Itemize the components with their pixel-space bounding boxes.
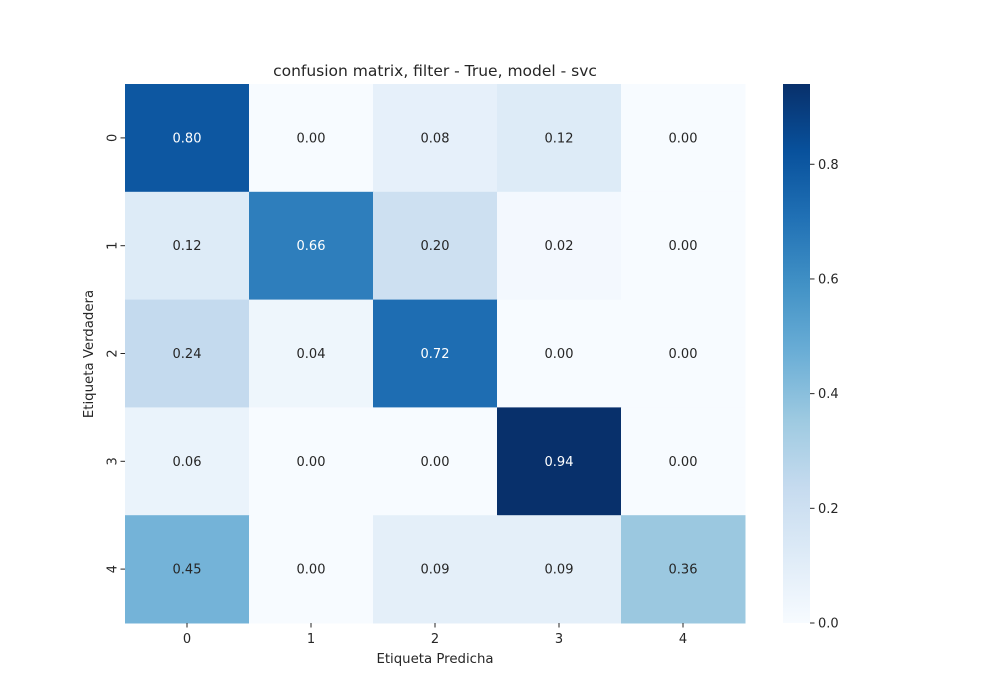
heatmap-cell [621, 84, 746, 193]
heatmap-cell [373, 515, 498, 624]
heatmap-cell [621, 407, 746, 516]
colorbar [783, 84, 810, 623]
cell-value-label: 0.24 [173, 347, 202, 362]
x-tick-label: 1 [307, 632, 315, 647]
heatmap-cell [125, 299, 250, 408]
cell-value-label: 0.00 [421, 455, 450, 470]
heatmap-cell [497, 407, 622, 516]
heatmap-cell [373, 407, 498, 516]
cell-value-label: 0.00 [669, 239, 698, 254]
heatmap-cell [497, 191, 622, 301]
cell-value-label: 0.04 [297, 347, 326, 362]
cell-value-label: 0.00 [297, 563, 326, 578]
x-axis-label: Etiqueta Predicha [376, 652, 493, 667]
heatmap-cell [621, 515, 746, 624]
cell-value-label: 0.20 [421, 239, 450, 254]
heatmap-cell [249, 299, 374, 408]
cell-value-label: 0.00 [297, 455, 326, 470]
heatmap-cell [373, 191, 498, 301]
cell-value-label: 0.00 [669, 455, 698, 470]
colorbar-tick-label: 0.4 [818, 387, 839, 402]
heatmap-cell-labels: 0.80 0.00 0.08 0.12 0.00 0.12 0.66 0.20 0.02 0.00… [173, 131, 698, 577]
colorbar-tick-label: 0.2 [818, 502, 839, 517]
heatmap-cells [125, 84, 746, 624]
heatmap-cell [497, 299, 622, 408]
cell-value-label: 0.72 [421, 347, 450, 362]
x-tick-label: 2 [431, 632, 439, 647]
colorbar-tick-label: 0.6 [818, 272, 839, 287]
chart-title: confusion matrix, filter - True, model -… [273, 62, 597, 80]
cell-value-label: 0.09 [545, 563, 574, 578]
heatmap-cell [497, 84, 622, 193]
cell-value-label: 0.02 [545, 239, 574, 254]
colorbar-tick-label: 0.0 [818, 617, 839, 632]
heatmap-cell [125, 191, 250, 301]
y-tick-label: 3 [106, 457, 121, 465]
cell-value-label: 0.00 [669, 347, 698, 362]
colorbar-tick-label: 0.8 [818, 158, 839, 173]
cell-value-label: 0.00 [669, 131, 698, 146]
y-tick-label: 4 [106, 565, 121, 573]
y-axis-label: Etiqueta Verdadera [82, 290, 97, 418]
heatmap-cell [125, 515, 250, 624]
heatmap-cell [249, 515, 374, 624]
cell-value-label: 0.12 [545, 131, 574, 146]
colorbar-ticks: 0.0 0.2 0.4 0.6 0.8 [810, 158, 839, 632]
cell-value-label: 0.36 [669, 563, 698, 578]
y-axis-ticks: 0 1 2 3 4 [106, 134, 125, 573]
heatmap-cell [249, 191, 374, 301]
cell-value-label: 0.66 [297, 239, 326, 254]
heatmap-cell [373, 84, 498, 193]
heatmap-cell [621, 191, 746, 301]
heatmap-cell [249, 407, 374, 516]
x-tick-label: 3 [555, 632, 563, 647]
y-tick-label: 2 [106, 349, 121, 357]
x-tick-label: 0 [183, 632, 191, 647]
cell-value-label: 0.12 [173, 239, 202, 254]
y-tick-label: 1 [106, 242, 121, 250]
cell-value-label: 0.08 [421, 131, 450, 146]
cell-value-label: 0.00 [545, 347, 574, 362]
x-axis-ticks: 0 1 2 3 4 [183, 623, 687, 647]
cell-value-label: 0.00 [297, 131, 326, 146]
heatmap-cell [497, 515, 622, 624]
y-tick-label: 0 [106, 134, 121, 142]
heatmap-cell [125, 407, 250, 516]
cell-value-label: 0.94 [545, 455, 574, 470]
cell-value-label: 0.45 [173, 563, 202, 578]
cell-value-label: 0.06 [173, 455, 202, 470]
heatmap-cell [621, 299, 746, 408]
heatmap-cell [373, 299, 498, 408]
cell-value-label: 0.09 [421, 563, 450, 578]
x-tick-label: 4 [679, 632, 687, 647]
heatmap-cell [249, 84, 374, 193]
heatmap-cell [125, 84, 250, 193]
cell-value-label: 0.80 [173, 131, 202, 146]
